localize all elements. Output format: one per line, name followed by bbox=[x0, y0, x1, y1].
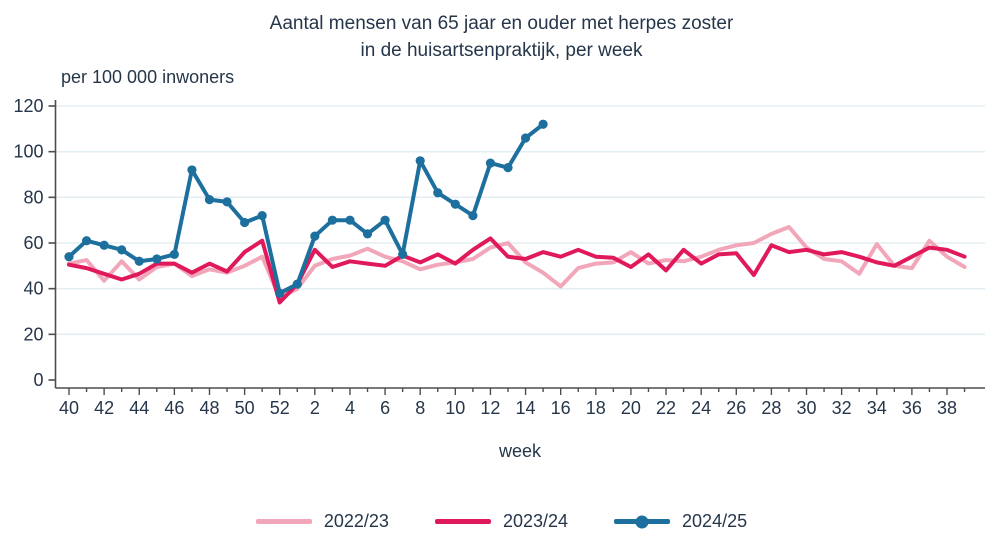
legend-item-2022-23: 2022/23 bbox=[255, 511, 389, 532]
series-dot-2024/25-wk41 bbox=[81, 236, 92, 246]
series-dot-2024/25-wk9 bbox=[433, 188, 443, 198]
legend-label-2024-25: 2024/25 bbox=[682, 511, 748, 531]
series-line-2022/23 bbox=[67, 225, 967, 300]
series-dot-2024/25-wk11 bbox=[468, 211, 478, 221]
legend-item-2023-24: 2023/24 bbox=[434, 511, 569, 532]
legend-item-2024-25: 2024/25 bbox=[614, 511, 747, 532]
x-tick-label-28: 28 bbox=[761, 398, 781, 418]
y-tick-label-20: 20 bbox=[23, 324, 43, 344]
series-dot-2024/25-wk8 bbox=[415, 156, 425, 166]
series-dot-2024/25-wk50 bbox=[240, 217, 250, 228]
series-dot-2024/25-wk47 bbox=[187, 165, 197, 175]
x-tick-label-12: 12 bbox=[480, 398, 500, 418]
x-tick-label-48: 48 bbox=[199, 398, 219, 418]
legend-swatch-2023-24 bbox=[434, 519, 491, 524]
x-tick-label-2: 2 bbox=[310, 398, 320, 418]
x-tick-label-32: 32 bbox=[832, 398, 852, 418]
x-tick-label-50: 50 bbox=[235, 398, 255, 418]
x-tick-label-46: 46 bbox=[164, 398, 184, 418]
x-tick-label-44: 44 bbox=[129, 398, 149, 418]
series-dot-2024/25-wk12 bbox=[485, 158, 496, 168]
series-dot-2024/25-wk3 bbox=[327, 215, 337, 225]
series-dot-2024/25-wk42 bbox=[99, 240, 109, 250]
x-tick-label-52: 52 bbox=[270, 398, 290, 418]
series-dot-2024/25-wk13 bbox=[503, 163, 513, 173]
x-tick-label-42: 42 bbox=[94, 398, 114, 418]
x-tick-label-10: 10 bbox=[445, 398, 465, 418]
y-tick-label-60: 60 bbox=[23, 233, 43, 253]
series-dot-2024/25-wk48 bbox=[204, 195, 215, 205]
y-tick-label-40: 40 bbox=[23, 279, 43, 299]
chart-title-line1: Aantal mensen van 65 jaar en ouder met h… bbox=[269, 13, 734, 34]
x-tick-label-40: 40 bbox=[59, 398, 79, 418]
series-line-2024/25 bbox=[67, 122, 546, 296]
x-tick-label-36: 36 bbox=[902, 398, 922, 418]
x-tick-label-8: 8 bbox=[415, 398, 425, 418]
series-dot-2024/25-wk14 bbox=[520, 133, 531, 143]
legend-label-2023-24: 2023/24 bbox=[502, 511, 569, 531]
legend-line-dot-icon bbox=[635, 515, 649, 528]
series-dot-2024/25-wk43 bbox=[117, 245, 127, 255]
y-tick-label-0: 0 bbox=[33, 370, 43, 390]
y-tick-label-80: 80 bbox=[23, 187, 43, 207]
x-axis-label: week bbox=[498, 441, 542, 461]
series-dot-2024/25-wk10 bbox=[450, 199, 460, 209]
x-tick-label-16: 16 bbox=[551, 398, 571, 418]
x-tick-label-4: 4 bbox=[345, 398, 355, 418]
x-tick-label-20: 20 bbox=[621, 398, 641, 418]
legend-label-2022-23: 2022/23 bbox=[323, 511, 389, 531]
chart-title: Aantal mensen van 65 jaar en ouder met h… bbox=[0, 10, 1003, 64]
series-line-2023/24 bbox=[67, 236, 967, 305]
series-dot-2024/25-wk45 bbox=[152, 254, 162, 264]
series-dot-2024/25-wk40 bbox=[64, 252, 74, 262]
series-dot-2024/25-wk51 bbox=[257, 211, 267, 221]
x-tick-label-6: 6 bbox=[380, 398, 390, 418]
series-dot-2024/25-wk7 bbox=[398, 249, 408, 260]
x-tick-label-18: 18 bbox=[586, 398, 606, 418]
series-dot-2024/25-wk6 bbox=[380, 215, 390, 225]
series-dot-2024/25-wk52 bbox=[275, 288, 285, 298]
legend-swatch-2022-23 bbox=[255, 519, 312, 524]
x-tick-label-30: 30 bbox=[797, 398, 817, 418]
y-tick-label-120: 120 bbox=[13, 96, 43, 116]
legend: 2022/23 2023/24 2024/25 bbox=[0, 511, 1003, 532]
series-dot-2024/25-wk49 bbox=[222, 197, 232, 207]
series-dot-2024/25-wk1 bbox=[292, 279, 302, 289]
series-dot-2024/25-wk46 bbox=[169, 249, 179, 260]
series-dot-2024/25-wk2 bbox=[310, 231, 320, 241]
x-tick-label-14: 14 bbox=[516, 398, 536, 418]
y-axis-label: per 100 000 inwoners bbox=[61, 67, 235, 87]
series-dot-2024/25-wk4 bbox=[345, 215, 355, 225]
chart-title-line2: in de huisartsenpraktijk, per week bbox=[360, 40, 643, 61]
series-dot-2024/25-wk44 bbox=[134, 256, 144, 266]
x-tick-label-38: 38 bbox=[937, 398, 957, 418]
x-tick-label-26: 26 bbox=[726, 398, 746, 418]
x-tick-label-24: 24 bbox=[691, 398, 711, 418]
legend-swatch-2024-25 bbox=[614, 515, 671, 528]
x-tick-label-22: 22 bbox=[656, 398, 676, 418]
y-tick-label-100: 100 bbox=[13, 142, 43, 162]
series-dot-2024/25-wk5 bbox=[362, 229, 373, 239]
series-dot-2024/25-wk15 bbox=[538, 119, 548, 129]
x-tick-label-34: 34 bbox=[867, 398, 887, 418]
